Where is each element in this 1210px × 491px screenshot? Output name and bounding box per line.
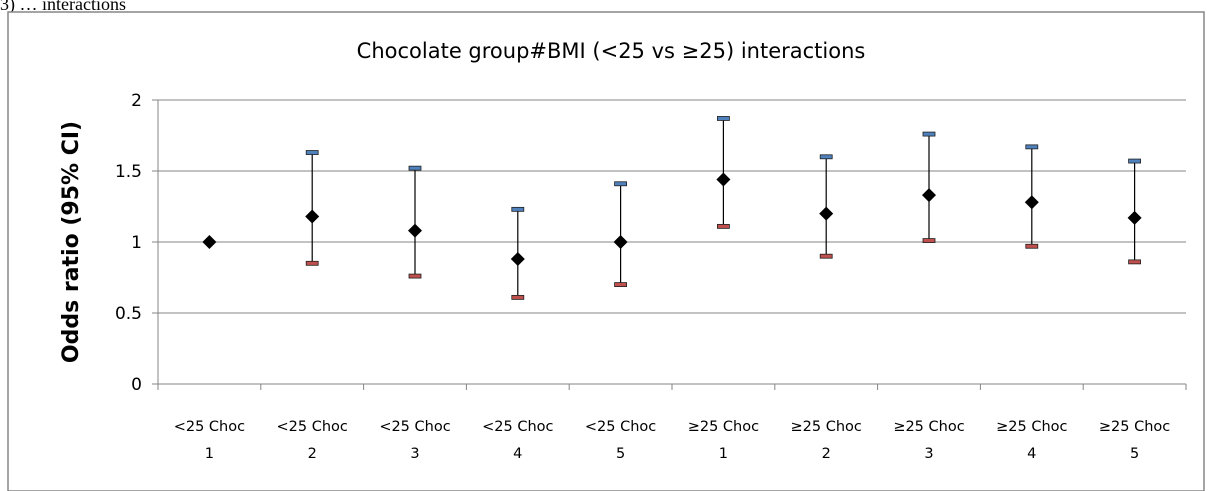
odds-ratio-point <box>922 188 936 203</box>
y-tick-labels: 0 0.5 1 1.5 2 <box>115 91 142 395</box>
ci-lower-cap <box>1025 243 1039 249</box>
x-tick-label-line2: 1 <box>719 446 728 462</box>
x-tick-label-line1: ≥25 Choc <box>996 419 1067 435</box>
x-tick-label-line2: 2 <box>822 446 831 462</box>
ci-lower-cap <box>1128 259 1141 265</box>
ci-upper-cap <box>614 181 627 187</box>
y-tick-label: 0.5 <box>115 304 142 324</box>
ci-lower-cap <box>408 273 422 279</box>
odds-ratio-point <box>202 235 217 249</box>
x-tick-label-line2: 3 <box>410 446 419 462</box>
x-tick-label-line1: <25 Choc <box>379 419 450 435</box>
grid-layer <box>152 99 1186 385</box>
x-tick-label-line2: 4 <box>513 446 522 462</box>
y-tick-label: 1 <box>131 233 142 253</box>
x-tick-label-line2: 5 <box>1130 446 1139 462</box>
x-tick-label-line1: <25 Choc <box>277 419 348 435</box>
odds-ratio-point <box>1127 210 1142 225</box>
ci-upper-cap <box>511 206 525 212</box>
odds-ratio-point <box>613 235 628 249</box>
x-tick-label-line1: <25 Choc <box>585 419 656 435</box>
ci-upper-cap <box>717 116 730 121</box>
x-tick-labels: <25 Choc 1 <25 Choc 2 <25 Choc 3 <25 Choc 4 <25 … <box>174 419 1171 462</box>
ci-lower-cap <box>614 282 627 288</box>
odds-ratio-point <box>305 209 320 224</box>
y-tick-label: 2 <box>131 91 142 111</box>
odds-ratio-point <box>510 252 525 267</box>
chart-title: Chocolate group#BMI (<25 vs ≥25) interac… <box>357 39 866 63</box>
ci-lower-cap <box>922 238 936 243</box>
x-tick-label-line1: <25 Choc <box>174 419 245 435</box>
ci-lower-cap <box>305 260 319 266</box>
odds-ratio-point <box>1024 195 1039 210</box>
y-tick-label: 0 <box>131 375 142 395</box>
x-tick-label-line2: 4 <box>1027 446 1036 462</box>
x-tick-label-line1: ≥25 Choc <box>893 419 964 435</box>
chart-frame <box>7 11 1205 491</box>
odds-ratio-point <box>819 206 834 221</box>
data-marks <box>202 116 1142 300</box>
odds-ratio-point <box>716 172 731 187</box>
ci-upper-cap <box>305 150 319 155</box>
ci-lower-cap <box>511 294 525 300</box>
ci-lower-cap <box>717 223 730 229</box>
x-tick-label-line1: ≥25 Choc <box>1099 419 1170 435</box>
ci-lower-cap <box>819 253 833 259</box>
x-tick-label-line1: ≥25 Choc <box>688 419 759 435</box>
x-tick-label-line2: 5 <box>616 446 625 462</box>
x-tick-label-line2: 3 <box>924 446 933 462</box>
x-tick-label-line2: 2 <box>308 446 317 462</box>
ci-upper-cap <box>1025 144 1039 150</box>
y-axis-label: Odds ratio (95% CI) <box>59 121 84 363</box>
y-tick-label: 1.5 <box>115 162 142 182</box>
ci-upper-cap <box>922 131 936 137</box>
ci-upper-cap <box>408 165 422 171</box>
ci-upper-cap <box>1128 158 1141 164</box>
axis-layer <box>157 100 1187 390</box>
ci-upper-cap <box>819 154 833 160</box>
x-tick-label-line2: 1 <box>205 446 214 462</box>
x-tick-label-line1: ≥25 Choc <box>791 419 862 435</box>
odds-ratio-point <box>408 223 422 238</box>
x-tick-label-line1: <25 Choc <box>482 419 553 435</box>
